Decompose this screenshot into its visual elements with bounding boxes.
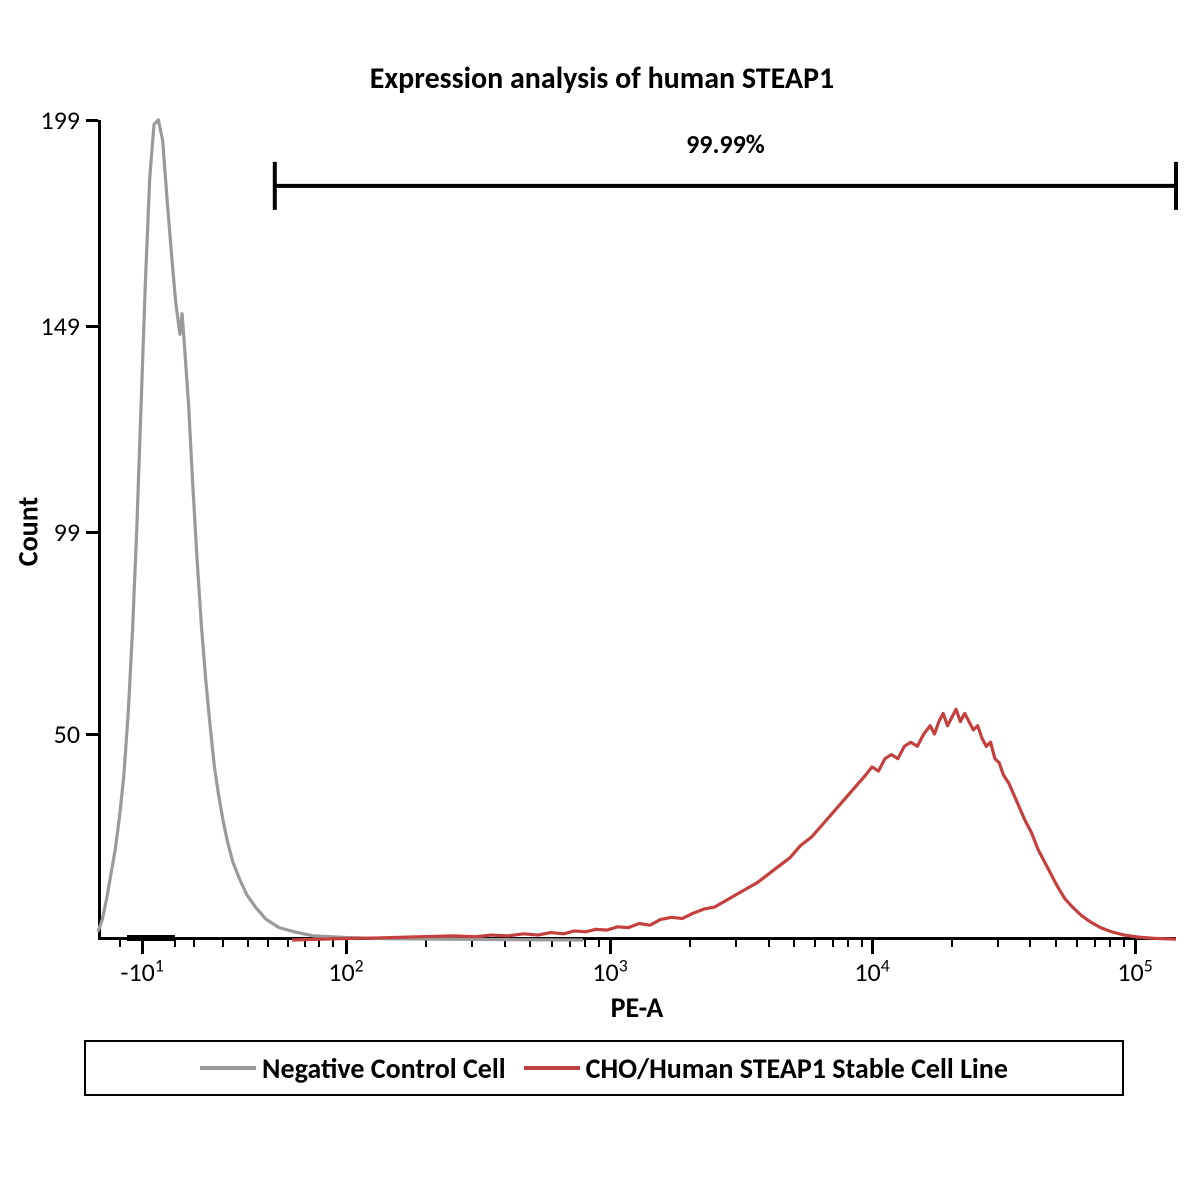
histogram-steap1 (0, 0, 1204, 1204)
chart-container: Expression analysis of human STEAP1 Coun… (0, 0, 1204, 1204)
